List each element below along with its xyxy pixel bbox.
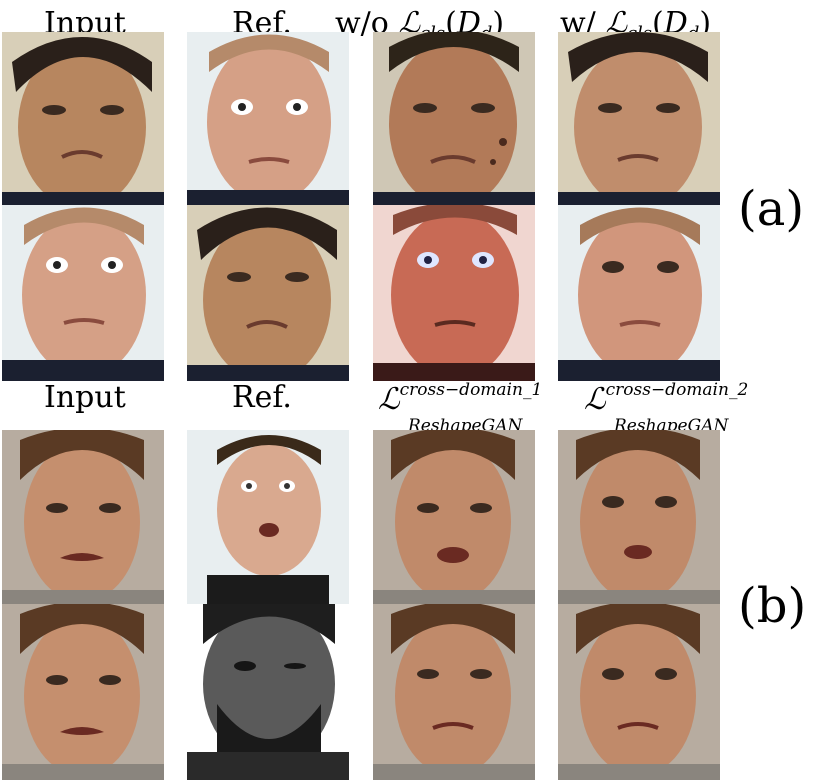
face-image	[2, 430, 164, 606]
loss-symbol: ℒ	[584, 382, 606, 417]
header-loss-cross-domain-1: ℒcross−domain_1 ReshapeGAN	[378, 380, 568, 436]
face-image	[187, 32, 349, 208]
header-ref-b: Ref.	[232, 380, 292, 415]
section-tag-a: (a)	[738, 181, 805, 237]
loss-superscript: cross−domain_2	[605, 380, 749, 400]
section-tag-b: (b)	[738, 578, 807, 634]
face-image	[187, 604, 349, 780]
paren-close: )	[492, 6, 505, 41]
face-image	[373, 205, 535, 381]
face-image	[2, 32, 164, 208]
face-image	[373, 604, 535, 780]
header-input-b: Input	[44, 380, 126, 415]
face-image	[2, 604, 164, 780]
face-image	[558, 430, 720, 606]
face-image	[373, 430, 535, 606]
face-image	[373, 32, 535, 208]
face-image	[2, 205, 164, 381]
paren-open: (	[652, 6, 664, 41]
header-loss-cross-domain-2: ℒcross−domain_2 ReshapeGAN	[584, 380, 784, 436]
face-image	[558, 604, 720, 780]
loss-symbol: ℒ	[378, 382, 400, 417]
loss-superscript: cross−domain_1	[399, 380, 543, 400]
face-image	[558, 32, 720, 208]
paren-open: (	[445, 6, 457, 41]
face-image	[187, 430, 349, 606]
face-image	[187, 205, 349, 381]
paren-close: )	[699, 6, 712, 41]
face-image	[558, 205, 720, 381]
